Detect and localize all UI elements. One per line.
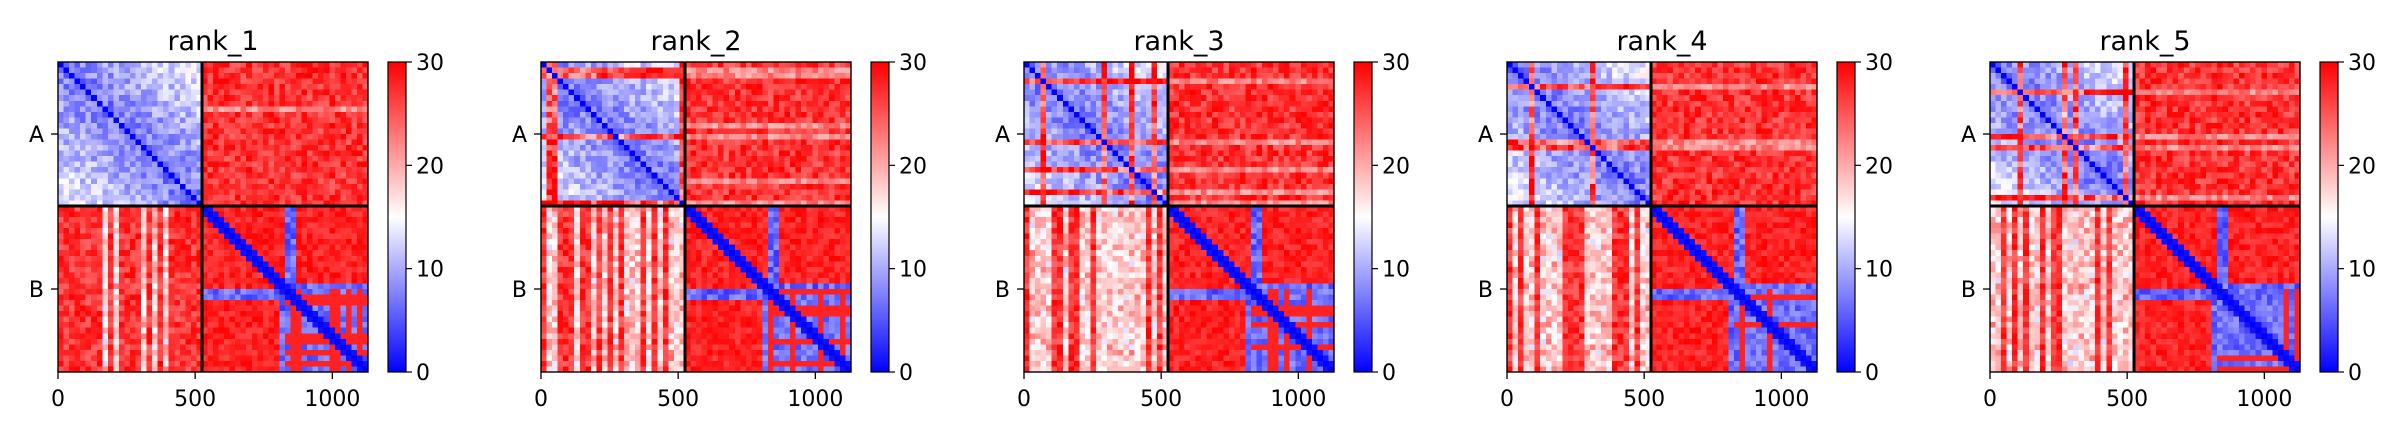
colorbar-tick-label: 10 — [1865, 258, 1893, 283]
colorbar-tick-label: 20 — [1865, 154, 1893, 179]
colorbar-tick-label: 0 — [1382, 361, 1396, 386]
colorbar-tick-label: 30 — [1382, 51, 1410, 76]
axes-frame — [1023, 61, 1335, 373]
heatmap-panel-5: rank_5 0 500 1000 A B 0 10 20 30 — [1961, 26, 2376, 412]
x-tick-label: 1000 — [1753, 387, 1809, 412]
heatmap-panel-4: rank_4 0 500 1000 A B 0 10 20 30 — [1478, 26, 1893, 412]
colorbar-tick-label: 10 — [899, 258, 927, 283]
heatmap-cells — [58, 62, 369, 373]
y-tick-label: A — [1478, 123, 1493, 148]
colorbar-tick-label: 30 — [416, 51, 444, 76]
colorbar-tick-label: 20 — [1382, 154, 1410, 179]
heatmap-panel-3: rank_3 0 500 1000 A B 0 10 20 30 — [995, 26, 1410, 412]
panel-title: rank_3 — [1133, 26, 1224, 57]
y-tick-label: A — [1961, 123, 1976, 148]
colorbar-tick-label: 20 — [899, 154, 927, 179]
x-tick-label: 500 — [2106, 387, 2148, 412]
x-tick-label: 0 — [534, 387, 548, 412]
colorbar-tick-label: 10 — [416, 258, 444, 283]
panel-title: rank_1 — [167, 26, 258, 57]
colorbar-tick-label: 0 — [1865, 361, 1879, 386]
y-tick-label: B — [512, 278, 527, 303]
x-tick-label: 500 — [657, 387, 699, 412]
y-tick-label: B — [1478, 278, 1493, 303]
colorbar-tick-label: 0 — [416, 361, 430, 386]
heatmap-cells — [1507, 62, 1818, 373]
y-tick-label: A — [995, 123, 1010, 148]
colorbar-tick-label: 10 — [2348, 258, 2376, 283]
colorbar-tick-label: 20 — [2348, 154, 2376, 179]
colorbar-tick-label: 30 — [2348, 51, 2376, 76]
y-tick-label: B — [29, 278, 44, 303]
x-tick-label: 1000 — [2236, 387, 2292, 412]
axes-frame — [540, 61, 852, 373]
panel-title: rank_5 — [2099, 26, 2190, 57]
y-tick-label: A — [512, 123, 527, 148]
axes-frame — [1989, 61, 2301, 373]
x-tick-label: 0 — [1983, 387, 1997, 412]
colorbar — [387, 61, 407, 373]
colorbar-tick-label: 20 — [416, 154, 444, 179]
x-tick-label: 0 — [51, 387, 65, 412]
heatmap-cells — [1990, 62, 2301, 373]
x-tick-label: 0 — [1017, 387, 1031, 412]
heatmap-cells — [541, 62, 852, 373]
x-tick-label: 1000 — [304, 387, 360, 412]
axes-frame — [1506, 61, 1818, 373]
colorbar — [870, 61, 890, 373]
x-tick-label: 500 — [1140, 387, 1182, 412]
heatmap-panel-1: rank_1 0 500 1000 A B 0 10 20 30 — [29, 26, 444, 412]
y-tick-label: A — [29, 123, 44, 148]
colorbar-tick-label: 0 — [899, 361, 913, 386]
colorbar-tick-label: 30 — [899, 51, 927, 76]
x-tick-label: 1000 — [1270, 387, 1326, 412]
x-tick-label: 1000 — [787, 387, 843, 412]
axes-frame — [57, 61, 369, 373]
x-tick-label: 500 — [1623, 387, 1665, 412]
colorbar-tick-label: 30 — [1865, 51, 1893, 76]
colorbar-tick-label: 0 — [2348, 361, 2362, 386]
panel-title: rank_4 — [1616, 26, 1707, 57]
x-tick-label: 500 — [174, 387, 216, 412]
heatmap-panel-2: rank_2 0 500 1000 A B 0 10 20 30 — [512, 26, 927, 412]
x-tick-label: 0 — [1500, 387, 1514, 412]
panel-title: rank_2 — [650, 26, 741, 57]
heatmap-cells — [1024, 62, 1335, 373]
colorbar-tick-label: 10 — [1382, 258, 1410, 283]
y-tick-label: B — [1961, 278, 1976, 303]
colorbar — [1353, 61, 1373, 373]
colorbar — [2319, 61, 2339, 373]
colorbar — [1836, 61, 1856, 373]
y-tick-label: B — [995, 278, 1010, 303]
